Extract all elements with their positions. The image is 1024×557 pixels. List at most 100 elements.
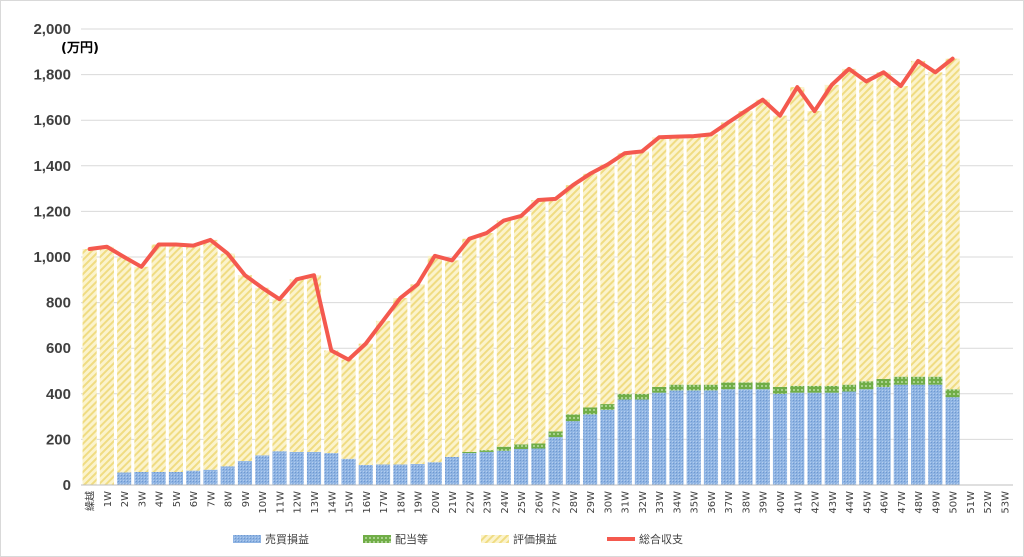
bar-segment bbox=[738, 382, 753, 390]
x-tick-label: 25W bbox=[517, 491, 528, 514]
bar-segment bbox=[117, 472, 132, 485]
bar-segment bbox=[652, 392, 667, 485]
x-tick-label: 4W bbox=[155, 491, 166, 507]
bar-segment bbox=[790, 385, 805, 393]
bar-segment bbox=[669, 384, 684, 391]
bar-segment bbox=[772, 393, 788, 485]
x-tick-label: 46W bbox=[880, 491, 891, 514]
y-tick-label: 1,800 bbox=[33, 67, 71, 84]
x-tick-label: 39W bbox=[759, 491, 770, 514]
bar-segment bbox=[565, 185, 580, 415]
x-tick-label: 52W bbox=[983, 491, 994, 514]
bar-segment bbox=[375, 320, 391, 465]
bar-segment bbox=[686, 384, 701, 391]
bar-segment bbox=[721, 389, 736, 485]
x-tick-label: 48W bbox=[914, 491, 925, 514]
x-tick-label: 47W bbox=[897, 491, 908, 514]
legend-label: 配当等 bbox=[395, 532, 428, 546]
bar-segment bbox=[375, 464, 391, 485]
x-tick-label: 38W bbox=[741, 491, 752, 514]
y-tick-label: 0 bbox=[63, 477, 71, 494]
x-tick-label: 繰越 bbox=[84, 491, 97, 511]
bar-segment bbox=[186, 470, 201, 485]
bar-segment bbox=[893, 376, 908, 385]
bar-segment bbox=[721, 382, 736, 390]
bar-segment bbox=[427, 255, 442, 463]
bar-segment bbox=[703, 390, 719, 485]
x-tick-label: 7W bbox=[206, 491, 217, 507]
x-tick-label: 37W bbox=[724, 491, 735, 514]
y-tick-label: 1,400 bbox=[33, 158, 71, 175]
x-tick-label: 17W bbox=[379, 491, 390, 514]
bar-segment bbox=[824, 392, 839, 485]
bar-segment bbox=[807, 385, 822, 393]
bar-segment bbox=[634, 393, 650, 400]
bar-segment bbox=[859, 389, 874, 485]
bar-segment bbox=[772, 386, 788, 394]
bar-segment bbox=[462, 451, 477, 454]
bar-segment bbox=[652, 137, 667, 387]
bar-segment bbox=[669, 136, 684, 385]
x-tick-label: 22W bbox=[465, 491, 476, 514]
x-tick-label: 23W bbox=[483, 491, 494, 514]
bar-segment bbox=[496, 450, 511, 485]
bar-segment bbox=[341, 458, 356, 485]
bar-segment bbox=[617, 399, 632, 485]
x-tick-label: 24W bbox=[500, 491, 511, 514]
bar-segment bbox=[151, 472, 166, 485]
bar-segment bbox=[82, 249, 97, 485]
legend-label: 総合収支 bbox=[639, 532, 683, 546]
y-tick-label: 200 bbox=[46, 431, 71, 448]
bar-segment bbox=[427, 462, 442, 485]
bar-segment bbox=[669, 390, 684, 485]
y-unit-label: (万円) bbox=[61, 41, 99, 56]
bar-segment bbox=[859, 81, 874, 382]
bar-segment bbox=[583, 414, 598, 485]
x-tick-label: 20W bbox=[431, 491, 442, 514]
bar-segment bbox=[531, 443, 546, 449]
bar-segment bbox=[444, 456, 460, 485]
y-tick-label: 400 bbox=[46, 386, 71, 403]
bar-segment bbox=[548, 431, 563, 438]
bar-segment bbox=[479, 450, 494, 452]
bar-segment bbox=[393, 464, 408, 485]
bar-segment bbox=[358, 343, 373, 465]
bar-segment bbox=[910, 376, 926, 385]
bar-segment bbox=[824, 84, 839, 386]
bar-segment bbox=[703, 384, 719, 391]
bar-segment bbox=[548, 437, 563, 485]
x-tick-label: 49W bbox=[931, 491, 942, 514]
bar-segment bbox=[617, 393, 632, 400]
bar-segment bbox=[237, 275, 253, 462]
bar-segment bbox=[479, 451, 494, 485]
bar-segment bbox=[600, 409, 615, 485]
bar-segment bbox=[548, 198, 563, 432]
x-tick-label: 8W bbox=[224, 491, 235, 507]
x-tick-label: 11W bbox=[275, 491, 286, 514]
bar-segment bbox=[117, 257, 132, 473]
y-tick-label: 1,200 bbox=[33, 203, 71, 220]
bar-segment bbox=[306, 275, 322, 452]
x-tick-label: 13W bbox=[310, 491, 321, 514]
x-tick-label: 41W bbox=[793, 491, 804, 514]
bar-segment bbox=[479, 233, 494, 451]
x-tick-label: 32W bbox=[638, 491, 649, 514]
x-tick-label: 9W bbox=[241, 491, 252, 507]
bar-segment bbox=[876, 386, 891, 485]
bar-segment bbox=[306, 451, 322, 485]
bar-segment bbox=[583, 173, 598, 408]
bar-segment bbox=[824, 385, 839, 393]
bar-segment bbox=[841, 384, 857, 392]
bar-segment bbox=[462, 453, 477, 485]
bar-segment bbox=[859, 381, 874, 390]
bar-segment bbox=[324, 350, 339, 454]
bar-segment bbox=[134, 266, 149, 473]
bar-segment bbox=[928, 72, 943, 377]
bar-segment bbox=[600, 164, 615, 405]
bar-segment bbox=[807, 111, 822, 386]
x-tick-label: 10W bbox=[258, 491, 269, 514]
total-balance-line bbox=[87, 56, 955, 362]
bar-segment bbox=[876, 72, 891, 379]
x-tick-label: 42W bbox=[811, 491, 822, 514]
bar-segment bbox=[755, 99, 770, 383]
